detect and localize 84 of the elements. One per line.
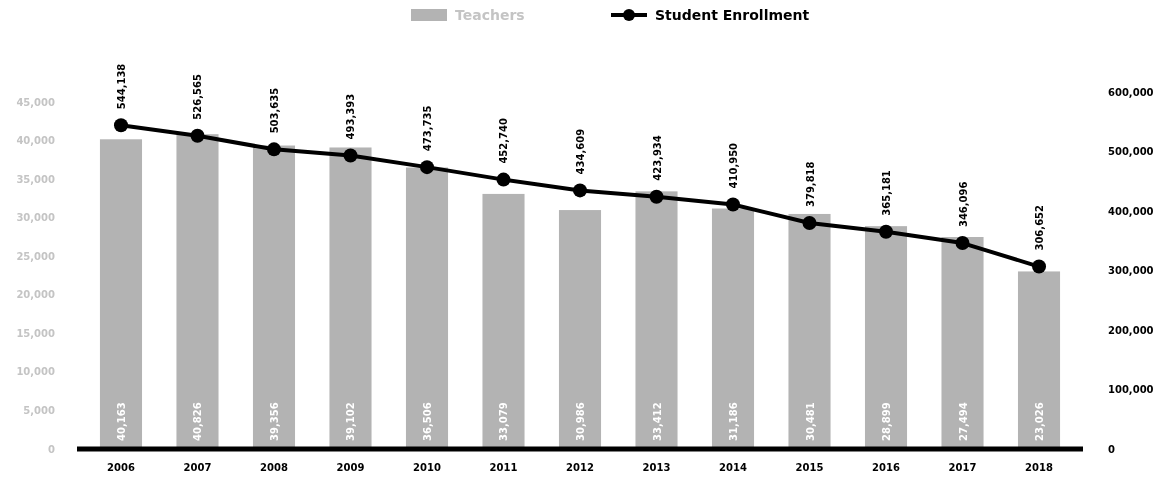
bar [482, 193, 525, 449]
y2-tick-label: 400,000 [1108, 205, 1154, 217]
y-tick-label: 35,000 [16, 173, 56, 185]
data-label: 503,635 [268, 87, 280, 134]
bar [864, 226, 908, 449]
point [113, 118, 128, 133]
data-label: 33,412 [651, 402, 663, 441]
y-tick-label: 20,000 [16, 289, 56, 301]
bar [558, 210, 602, 449]
x-tick-label: 2015 [795, 462, 824, 473]
x-tick-label: 2013 [642, 462, 671, 473]
x-tick-label: 2008 [260, 462, 288, 473]
data-label: 28,899 [881, 402, 893, 441]
x-tick-label: 2018 [1025, 462, 1053, 473]
y-tick-label: 45,000 [16, 96, 56, 108]
y2-tick-label: 200,000 [1108, 324, 1154, 336]
y-tick-label: 15,000 [16, 327, 56, 339]
data-label: 434,609 [575, 128, 586, 175]
bar [711, 208, 755, 449]
data-label: 346,096 [957, 181, 969, 228]
x-tick-label: 2009 [336, 462, 365, 473]
data-label: 39,102 [345, 402, 357, 441]
data-label: 379,818 [804, 161, 816, 208]
bar [99, 139, 143, 449]
y2-tick-label: 600,000 [1108, 86, 1154, 98]
y-tick-label: 25,000 [16, 250, 56, 262]
data-label: 526,565 [192, 74, 204, 120]
point [190, 128, 205, 143]
data-label: 23,026 [1034, 402, 1046, 441]
point [573, 183, 587, 198]
x-tick-label: 2014 [719, 462, 747, 473]
bar [252, 145, 296, 449]
point [1032, 259, 1047, 274]
y2-tick-label: 0 [1108, 443, 1115, 455]
point [649, 189, 664, 204]
x-tick-label: 2010 [413, 462, 441, 473]
data-label: 31,186 [728, 402, 739, 441]
point [955, 236, 970, 251]
x-tick-label: 2011 [489, 462, 518, 473]
data-label: 33,079 [498, 402, 510, 441]
bar [1017, 271, 1061, 449]
y-tick-label: 5,000 [23, 404, 56, 416]
data-label: 544,138 [115, 63, 127, 110]
y2-tick-label: 100,000 [1108, 384, 1154, 395]
bar [329, 147, 372, 449]
point [726, 197, 740, 212]
data-label: 410,950 [728, 142, 739, 189]
data-label: 365,181 [881, 170, 893, 216]
legend-label: Student Enrollment [655, 6, 810, 23]
bar [941, 236, 984, 449]
legend-label: Teachers [455, 6, 525, 23]
x-tick-label: 2007 [183, 462, 212, 473]
bar [176, 134, 219, 449]
x-tick-label: 2016 [872, 462, 900, 473]
point [879, 224, 894, 239]
point [802, 216, 817, 231]
data-label: 493,393 [345, 93, 357, 140]
y-tick-label: 0 [48, 443, 56, 455]
bar [788, 213, 831, 449]
data-label: 30,986 [575, 402, 586, 441]
y2-tick-label: 300,000 [1108, 265, 1154, 276]
point [266, 142, 281, 157]
y2-tick-label: 500,000 [1108, 146, 1154, 157]
x-tick-label: 2017 [948, 462, 977, 473]
y-tick-label: 40,000 [16, 135, 56, 147]
data-label: 27,494 [957, 402, 969, 441]
data-label: 40,163 [115, 402, 127, 441]
data-label: 40,826 [192, 402, 204, 441]
bar [635, 191, 678, 449]
bar [405, 167, 449, 449]
x-tick-label: 2006 [107, 462, 135, 473]
point [420, 160, 434, 175]
data-label: 30,481 [804, 402, 816, 441]
point [496, 172, 511, 187]
data-label: 473,735 [422, 105, 433, 152]
data-label: 452,740 [498, 118, 510, 164]
data-label: 423,934 [651, 135, 663, 181]
data-label: 306,652 [1034, 204, 1046, 251]
data-label: 36,506 [422, 402, 433, 441]
data-label: 39,356 [268, 402, 280, 441]
point [343, 148, 358, 163]
y-tick-label: 30,000 [16, 212, 56, 224]
y-tick-label: 10,000 [16, 366, 56, 378]
x-tick-label: 2012 [566, 462, 594, 473]
